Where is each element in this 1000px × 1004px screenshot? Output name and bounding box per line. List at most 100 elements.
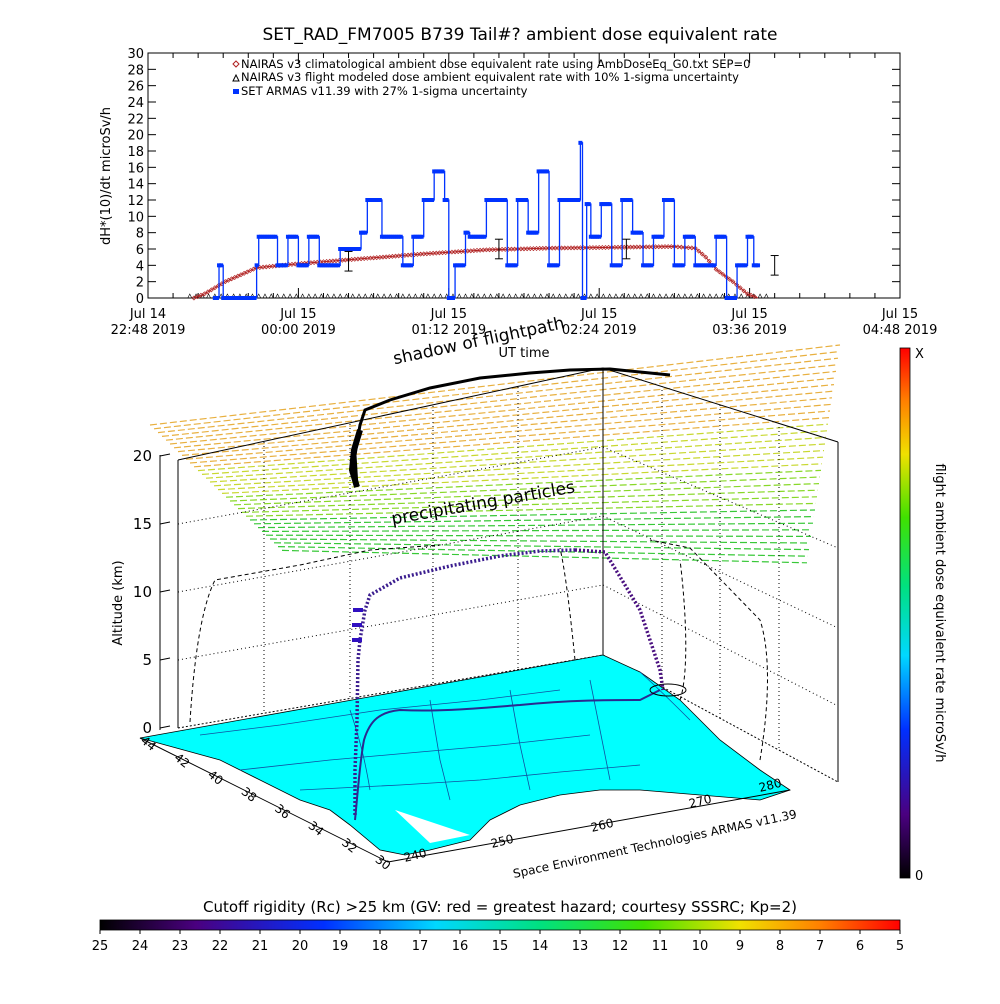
altitude-tick-label: 0 [142, 719, 152, 737]
nairas-marker [699, 251, 705, 257]
armas-marker [356, 247, 361, 251]
armas-marker [751, 263, 756, 268]
armas-marker [217, 263, 222, 268]
armas-marker [682, 234, 687, 239]
armas-marker [231, 296, 236, 300]
armas-marker [503, 198, 508, 202]
triangle-marker [619, 293, 625, 299]
flight-path-descent [574, 548, 665, 691]
armas-marker [570, 198, 575, 202]
armas-marker [465, 230, 470, 235]
armas-marker [338, 247, 343, 251]
triangle-marker [525, 293, 531, 299]
nairas-marker [549, 245, 555, 251]
nairas-marker [194, 294, 200, 300]
precip-row [265, 534, 812, 538]
armas-marker [496, 198, 501, 202]
triangle-marker [475, 293, 481, 299]
armas-marker [674, 263, 679, 268]
armas-marker [672, 263, 677, 268]
armas-marker [607, 202, 612, 207]
armas-marker [634, 230, 639, 235]
nairas-marker [393, 253, 399, 259]
armas-marker [616, 263, 620, 268]
armas-marker [499, 198, 504, 202]
armas-marker [281, 263, 286, 268]
nairas-marker [656, 244, 662, 250]
latitude-tick-label: 34 [306, 818, 327, 838]
armas-marker [359, 230, 364, 235]
cutoff-tick-label: 18 [372, 939, 389, 954]
armas-marker [323, 263, 328, 268]
latitude-tick-label: 32 [339, 835, 360, 855]
latitude-tick-label: 36 [272, 801, 293, 821]
armas-marker [484, 198, 489, 202]
triangle-marker [469, 293, 475, 299]
triangle-marker [613, 293, 619, 299]
dose-colorbar: X 0 flight ambient dose equivalent rate … [899, 347, 947, 884]
nairas-marker [418, 251, 424, 257]
nairas-marker [235, 273, 241, 279]
nairas-marker [584, 245, 590, 251]
nairas-marker [330, 258, 336, 264]
nairas-marker [477, 247, 483, 253]
credit-text: Space Environment Technologies ARMAS v11… [512, 807, 798, 881]
cutoff-colorbar-ticks: 25 24 23 22 21 20 19 18 17 16 15 14 13 12 11 10 9 8 7 6 5 [92, 930, 904, 954]
error-bar [770, 255, 779, 276]
x-tick-label: Jul 15 [279, 307, 316, 322]
armas-marker [553, 263, 558, 268]
precip-row [209, 443, 826, 483]
triangle-marker [488, 293, 494, 299]
triangle-marker [293, 293, 299, 299]
armas-marker [732, 296, 737, 300]
nairas-marker [734, 282, 740, 288]
dose-colorbar-gradient [899, 347, 911, 879]
precip-row [189, 410, 831, 464]
nairas-marker [602, 244, 608, 250]
nairas-marker [483, 247, 489, 253]
legend-label: SET ARMAS v11.39 with 27% 1-sigma uncert… [241, 84, 528, 98]
nairas-marker [222, 279, 228, 285]
armas-marker [453, 263, 458, 268]
triangle-marker [331, 293, 337, 299]
armas-marker [277, 263, 282, 268]
nairas-marker [706, 258, 712, 264]
armas-marker [269, 234, 274, 239]
precip-row [221, 463, 823, 494]
nairas-marker [455, 249, 461, 255]
nairas-marker [703, 254, 709, 260]
armas-marker [292, 234, 297, 239]
precip-row [185, 403, 832, 460]
legend-item-armas: SET ARMAS v11.39 with 27% 1-sigma uncert… [233, 84, 528, 98]
precip-row [269, 538, 811, 544]
armas-marker [373, 198, 378, 202]
armas-marker [329, 263, 334, 268]
triangle-marker [738, 293, 744, 299]
chart-title: SET_RAD_FM7005 B739 Tail#? ambient dose … [263, 25, 778, 45]
precip-row [237, 489, 819, 510]
cutoff-tick-label: 13 [572, 939, 589, 954]
armas-marker [409, 263, 414, 268]
dose-colorbar-max: X [915, 347, 924, 362]
armas-marker [586, 202, 591, 207]
nairas-marker [574, 245, 580, 251]
precip-row [181, 397, 833, 456]
altitude-tick [159, 725, 171, 729]
nairas-marker [229, 276, 235, 282]
armas-marker [352, 247, 357, 251]
armas-marker [340, 247, 345, 251]
nairas-marker [198, 292, 204, 298]
triangle-marker [694, 293, 700, 299]
armas-marker [590, 234, 595, 239]
nairas-marker [534, 246, 540, 252]
armas-marker [390, 234, 395, 239]
armas-marker [290, 234, 295, 239]
armas-marker [532, 230, 537, 235]
nairas-marker [713, 266, 719, 272]
nairas-marker [232, 275, 238, 280]
armas-marker [421, 198, 426, 202]
map-base [139, 654, 791, 856]
nairas-marker [342, 257, 348, 263]
nairas-marker [487, 247, 493, 253]
armas-marker [601, 202, 606, 207]
